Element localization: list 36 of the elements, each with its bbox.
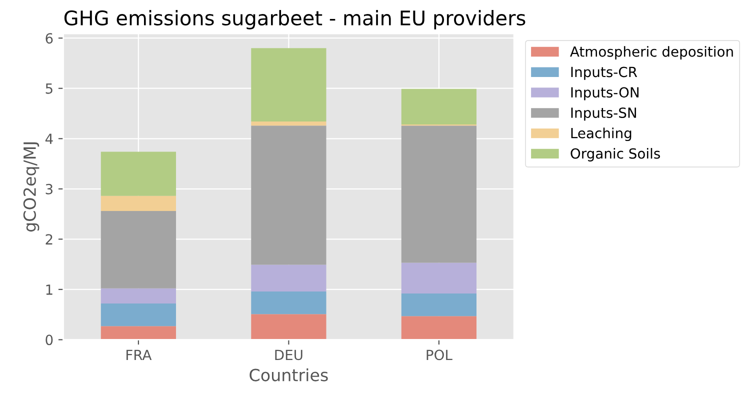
- y-tick-label: 3: [46, 184, 52, 194]
- x-axis-title: Countries: [250, 368, 328, 382]
- bar: [401, 262, 476, 294]
- y-tick-label: 2: [46, 234, 52, 244]
- legend-label: Inputs-SN: [571, 107, 636, 121]
- bar: [251, 314, 326, 340]
- y-tick-label: 4: [45, 134, 53, 144]
- y-tick-label: 5: [46, 84, 52, 94]
- x-tick-label: POL: [426, 350, 452, 360]
- bar: [100, 304, 176, 326]
- bar: [100, 211, 176, 288]
- bar: [401, 88, 476, 125]
- legend-label: Leaching: [571, 128, 632, 142]
- y-tick-label: 0: [46, 334, 53, 346]
- y-tick-label: 1: [46, 284, 52, 295]
- x-tick-label: DEU: [275, 350, 302, 360]
- chart-title: GHG emissions sugarbeet - main EU providers: [64, 10, 526, 30]
- bar: [100, 196, 176, 212]
- x-tick-label: FRA: [126, 350, 152, 360]
- legend-label: Inputs-ON: [571, 87, 638, 100]
- bar: [100, 288, 176, 304]
- bar: [251, 264, 326, 292]
- bar: [401, 293, 476, 316]
- legend-label: Atmospheric deposition: [570, 46, 733, 60]
- bar: [100, 326, 176, 340]
- bar: [251, 291, 326, 314]
- bar: [401, 316, 476, 340]
- legend-label: Organic Soils: [570, 148, 660, 162]
- bar: [251, 48, 326, 122]
- y-axis-title: gCO2eq/MJ: [23, 142, 40, 232]
- bar: [251, 126, 326, 265]
- bar: [401, 126, 476, 263]
- legend-label: Inputs-CR: [571, 66, 638, 80]
- bar: [100, 152, 176, 196]
- bar: [251, 122, 326, 126]
- y-tick-label: 6: [46, 33, 53, 44]
